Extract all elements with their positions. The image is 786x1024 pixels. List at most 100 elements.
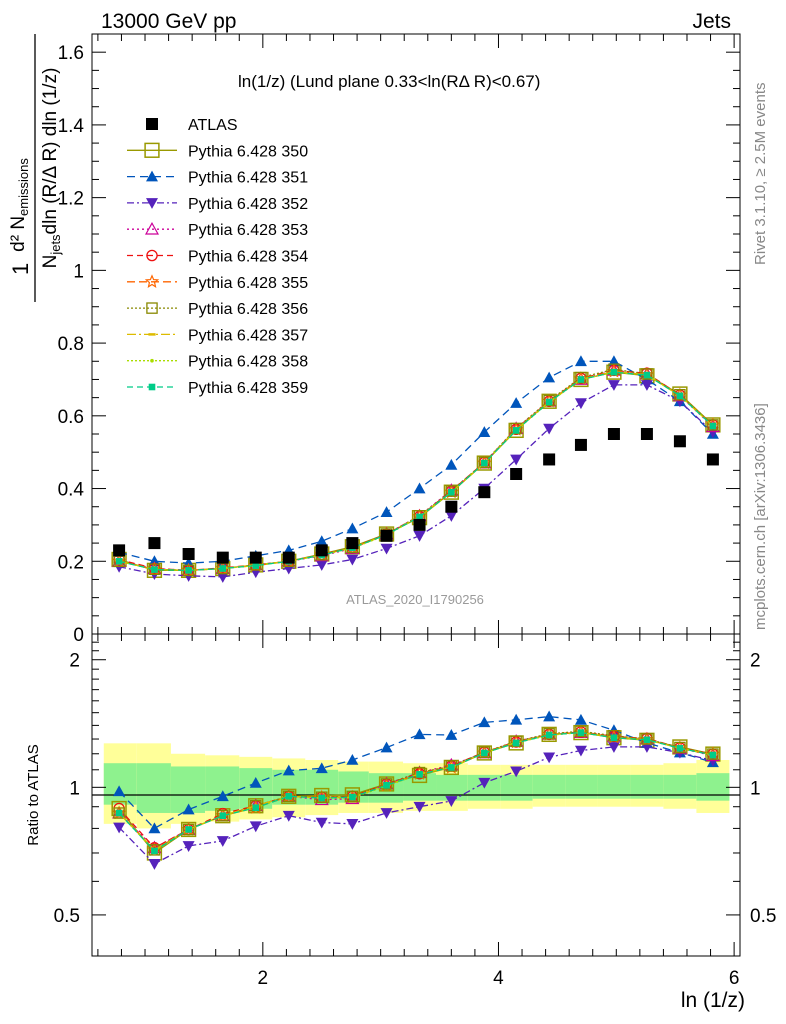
series-pythia-6-428-352-ratio-point xyxy=(607,742,620,753)
ratio-ytick-label-right: 0.5 xyxy=(750,906,776,927)
series-pythia-6-428-352-ratio-point xyxy=(113,822,126,834)
ratio-xtick-label: 2 xyxy=(258,968,269,989)
series-atlas-point xyxy=(413,518,426,531)
series-pythia-6-428-356-ratio-point xyxy=(543,728,555,740)
series-pythia-6-428-359-point xyxy=(481,459,488,467)
series-pythia-6-428-356-ratio-point xyxy=(148,844,161,856)
series-atlas-point xyxy=(216,551,229,564)
side-label-bottom: mcplots.cern.ch [arXiv:1306.3436] xyxy=(752,403,769,630)
series-pythia-6-428-358-line xyxy=(118,371,714,572)
series-pythia-6-428-359-ratio-point xyxy=(349,793,356,801)
ratio-panel: 0.5 0.5 1 1 2 2 2 4 6 Ratio to ATLAS ln (1/z) xyxy=(25,633,776,1012)
main-panel: 0.2 0.4 0.6 0.8 1 1.2 1.4 1.6 0 ln(1/z) (Lund pl… xyxy=(8,33,741,646)
legend-pythia-6-428-350-label: Pythia 6.428 350 xyxy=(188,143,308,160)
legend-pythia-6-428-354-label: Pythia 6.428 354 xyxy=(188,249,308,266)
series-pythia-6-428-356-ratio-point xyxy=(478,746,491,758)
series-atlas-point xyxy=(673,435,686,448)
series-pythia-6-428-359-ratio-point xyxy=(676,745,684,752)
series-pythia-6-428-359-ratio-point xyxy=(285,793,293,800)
legend-pythia-6-428-358-marker xyxy=(150,358,154,363)
series-pythia-6-428-359-line xyxy=(118,371,714,572)
series-pythia-6-428-356-ratio-point xyxy=(445,760,458,772)
series-pythia-6-428-352-ratio-point xyxy=(543,752,556,764)
series-pythia-6-428-351-point xyxy=(445,458,458,470)
series-pythia-6-428-352-ratio-point xyxy=(574,745,587,757)
legend-pythia-6-428-355-label: Pythia 6.428 355 xyxy=(188,275,308,292)
series-pythia-6-428-351-ratio-point xyxy=(249,776,262,788)
ratio-band-inner xyxy=(663,774,697,799)
series-pythia-6-428-356-point xyxy=(478,456,491,469)
series-pythia-6-428-356-ratio-point xyxy=(182,823,195,836)
main-y-ticks: 0.2 0.4 0.6 0.8 1 1.2 1.4 1.6 0 xyxy=(58,43,740,646)
legend-pythia-6-428-359-label: Pythia 6.428 359 xyxy=(188,380,308,397)
ratio-band-inner xyxy=(696,773,730,801)
series-pythia-6-428-351-ratio-point xyxy=(346,754,359,765)
series-pythia-6-428-352-line xyxy=(118,384,714,578)
series-pythia-6-428-359-ratio-point xyxy=(545,731,553,739)
legend-atlas-label: ATLAS xyxy=(188,117,238,134)
series-pythia-6-428-357-line xyxy=(118,370,714,572)
series-atlas-point xyxy=(282,551,295,564)
series-pythia-6-428-351-ratio-point xyxy=(182,803,195,815)
series-pythia-6-428-355-line xyxy=(118,370,714,572)
series-pythia-6-428-352-ratio-point xyxy=(249,821,262,833)
series-pythia-6-428-351-point xyxy=(148,555,161,567)
series-pythia-6-428-352-ratio-point xyxy=(282,810,295,822)
series-pythia-6-428-359-point xyxy=(577,376,585,383)
series-atlas-point xyxy=(510,468,523,480)
series-atlas-point xyxy=(315,544,328,557)
series-pythia-6-428-352-point xyxy=(640,380,653,391)
ratio-ytick-label-right: 1 xyxy=(750,778,761,799)
series-pythia-6-428-359-point xyxy=(115,557,123,565)
ratio-ytick-label: 1 xyxy=(69,778,80,799)
series-pythia-6-428-351-ratio-point xyxy=(574,713,587,725)
series-pythia-6-428-352-ratio-point xyxy=(445,796,458,807)
series-pythia-6-428-359-ratio-point xyxy=(151,847,158,855)
main-ytick-label: 1.4 xyxy=(58,116,85,137)
series-pythia-6-428-351-point xyxy=(380,506,393,517)
series-pythia-6-428-352-ratio-point xyxy=(148,859,161,870)
main-ytick-label-zero: 0 xyxy=(73,625,84,646)
y-label-denominator: Njetsdln (R/Δ R) dln (1/z) xyxy=(40,68,63,269)
legend-atlas-marker xyxy=(146,118,158,130)
series-pythia-6-428-351-ratio-point xyxy=(282,764,295,776)
series-pythia-6-428-353-line xyxy=(118,369,714,572)
series-pythia-6-428-356-point xyxy=(707,419,719,431)
series-pythia-6-428-359-point xyxy=(416,513,423,521)
series-pythia-6-428-359-point xyxy=(643,371,651,379)
series-pythia-6-428-351-point xyxy=(510,397,523,408)
series-atlas-point xyxy=(249,551,262,564)
series-pythia-6-428-352-ratio-point xyxy=(346,819,359,830)
ratio-ytick-label-right: 2 xyxy=(750,651,761,672)
ratio-uncertainty-bands xyxy=(103,743,730,829)
legend-pythia-6-428-353-label: Pythia 6.428 353 xyxy=(188,222,308,239)
ratio-frame xyxy=(91,633,741,957)
series-pythia-6-428-351-ratio-point xyxy=(148,822,161,834)
series-pythia-6-428-352-point xyxy=(346,554,359,566)
series-pythia-6-428-351-point xyxy=(478,426,491,437)
ratio-y-ticks: 0.5 0.5 1 1 2 2 xyxy=(54,641,776,927)
main-ytick-label: 0.8 xyxy=(58,334,84,355)
series-pythia-6-428-356-point xyxy=(445,485,458,497)
series-pythia-6-428-356-ratio-point xyxy=(217,809,229,822)
series-pythia-6-428-352-ratio-point xyxy=(216,836,229,847)
series-pythia-6-428-359-point xyxy=(545,398,553,406)
series-pythia-6-428-352-point xyxy=(574,398,587,410)
legend-pythia-6-428-352-marker xyxy=(146,198,158,209)
series-pythia-6-428-359-point xyxy=(219,565,227,572)
series-pythia-6-428-352-ratio-point xyxy=(413,801,426,813)
series-atlas-point xyxy=(182,548,195,560)
series-pythia-6-428-356-point xyxy=(543,394,555,407)
ratio-y-axis-label: Ratio to ATLAS xyxy=(25,744,42,845)
side-label-top: Rivet 3.1.10, ≥ 2.5M events xyxy=(752,83,769,266)
y-label-one: 1 xyxy=(8,263,33,275)
series-pythia-6-428-352-point xyxy=(543,423,556,435)
main-x-ticks xyxy=(97,34,735,634)
legend-pythia-6-428-351-marker xyxy=(146,170,158,182)
series-pythia-6-428-351-point xyxy=(315,535,328,547)
legend-pythia-6-428-355-marker xyxy=(144,274,160,288)
series-atlas-point xyxy=(640,428,653,440)
main-ytick-label: 1.2 xyxy=(58,189,84,210)
ratio-xtick-label: 6 xyxy=(729,968,740,989)
